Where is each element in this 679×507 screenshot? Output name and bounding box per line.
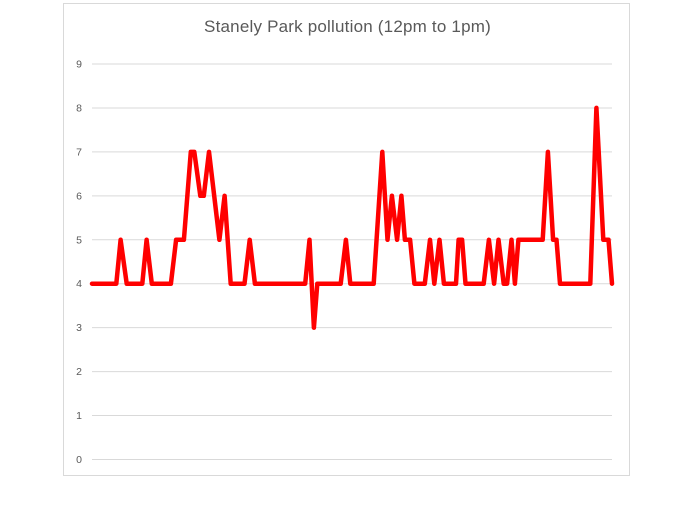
y-axis-label: 9 (76, 59, 82, 71)
y-axis-label: 5 (76, 234, 82, 246)
y-axis-label: 2 (76, 366, 82, 378)
plot-area: 0 1 2 3 4 5 6 7 8 9 (76, 59, 615, 466)
y-axis-label: 8 (76, 102, 82, 114)
pollution-line-series (89, 105, 615, 330)
chart-container: Stanely Park pollution (12pm to 1pm) 0 1 2… (63, 3, 630, 476)
y-axis-label: 3 (76, 322, 82, 334)
y-axis-label: 6 (76, 190, 82, 202)
y-axis-label: 0 (76, 454, 82, 466)
y-axis-label: 7 (76, 146, 82, 158)
y-axis-label: 4 (76, 278, 82, 290)
chart-title: Stanely Park pollution (12pm to 1pm) (204, 17, 491, 36)
y-axis-label: 1 (76, 410, 82, 422)
